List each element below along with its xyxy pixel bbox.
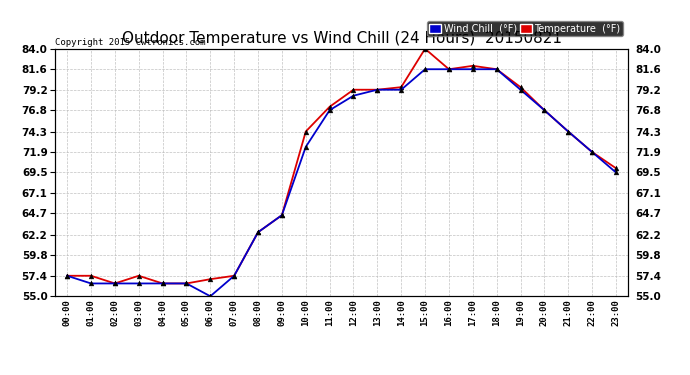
Title: Outdoor Temperature vs Wind Chill (24 Hours)  20150821: Outdoor Temperature vs Wind Chill (24 Ho…	[121, 31, 562, 46]
Text: Copyright 2015 Cwtronics.com: Copyright 2015 Cwtronics.com	[55, 38, 206, 46]
Legend: Wind Chill  (°F), Temperature  (°F): Wind Chill (°F), Temperature (°F)	[427, 21, 623, 36]
